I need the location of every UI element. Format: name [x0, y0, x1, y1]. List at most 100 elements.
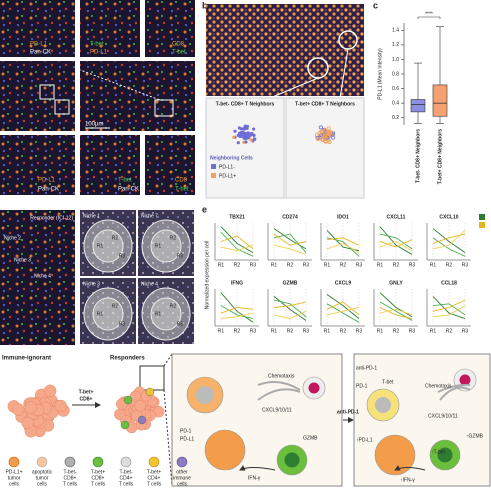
cell — [236, 141, 240, 145]
x-tick-label: R1 — [324, 328, 331, 334]
cell — [326, 126, 331, 131]
legend-label: PD-L1+ — [219, 173, 236, 179]
nucleus — [284, 452, 300, 468]
chemotaxis-arrow — [257, 388, 301, 401]
ring-label: R2 — [170, 235, 177, 241]
x-tick-label: R1 — [218, 262, 225, 268]
cell — [327, 139, 332, 144]
ring-label: R3 — [119, 253, 126, 259]
series-line — [220, 226, 254, 253]
cell — [249, 133, 253, 137]
y-axis-label: PD-L1 (Mean Intensity) — [377, 48, 383, 100]
tumor-cell — [21, 416, 34, 430]
image-tile — [206, 4, 364, 96]
legend-label: PD-L1- — [219, 164, 235, 170]
cell — [244, 140, 248, 144]
y-tick-label: 0.4 — [392, 100, 399, 106]
immune-cell — [137, 415, 147, 425]
immune-cell — [145, 387, 155, 397]
panel-letter: e — [202, 204, 207, 214]
legend-label: cells — [9, 481, 20, 487]
x-tick-label: R1 — [324, 262, 331, 268]
legend-swatch — [120, 456, 132, 468]
niche-ring — [92, 297, 124, 331]
series-line — [273, 301, 307, 308]
series-line — [220, 305, 254, 320]
x-tick-label: R2 — [234, 262, 241, 268]
cell — [328, 131, 333, 136]
axis — [426, 289, 471, 327]
axis — [320, 289, 365, 327]
panel-letter: c — [373, 0, 378, 10]
axis — [373, 289, 418, 327]
immune-cell — [120, 420, 130, 430]
process-label: Chemotaxis — [268, 373, 295, 379]
series-line — [379, 233, 413, 250]
niche-ring — [141, 287, 191, 341]
x-tick-label: R2 — [340, 262, 347, 268]
x-tick-label: R3 — [250, 328, 257, 334]
group-label: Immune-ignorant — [2, 356, 51, 362]
molecule-label: CXCL9/10/11 — [428, 413, 458, 419]
legend: PD-L1- PD-L1+ — [211, 164, 236, 179]
zoom-line — [163, 353, 173, 367]
y-tick-label: 0.2 — [392, 115, 399, 121]
panel-c: c PD-L1 (Mean Intensity) **** 1.4 1.2 1.0 0… — [373, 0, 448, 184]
axis — [214, 289, 259, 327]
mechanism-box — [171, 353, 343, 487]
axis — [267, 289, 312, 327]
image-tile — [0, 0, 75, 57]
series-line — [273, 233, 307, 246]
image-tile — [80, 135, 140, 195]
series-line — [326, 307, 360, 316]
series-line — [326, 237, 360, 246]
legend-label: T cells — [63, 481, 78, 487]
molecule-label: CXCL9/10/11 — [262, 407, 292, 413]
legend-label: T-bet- — [119, 469, 132, 475]
nucleus — [375, 397, 391, 413]
gene-label: TBX21 — [229, 214, 245, 220]
stain-label: CD8 — [172, 42, 185, 48]
stain-label: Pan-CK — [118, 187, 139, 193]
image-tile — [138, 278, 194, 344]
legend-swatch — [479, 222, 485, 228]
x-tick-label: R3 — [303, 328, 310, 334]
box — [432, 84, 448, 117]
legend-label: other — [176, 469, 188, 475]
cell — [204, 429, 246, 471]
y-tick-label: 0.8 — [392, 71, 399, 77]
immune-cell — [123, 395, 133, 405]
niche-label: Niche 7 — [141, 213, 158, 219]
image-tile — [80, 0, 140, 57]
niche-tiles: Niche 1 R1 R2 R3 Niche 7 R1 R2 R3 Niche 3 R1 R2 R3 N… — [80, 210, 194, 344]
cell — [251, 127, 256, 131]
legend-label: immune — [173, 475, 191, 481]
image-tile — [80, 210, 136, 276]
sample-label: Responder (ICI-12) — [30, 215, 73, 221]
molecule-label: PD-1 — [180, 428, 192, 434]
image-tile — [138, 210, 194, 276]
molecule-label: IFN-γ — [248, 475, 261, 481]
legend-label: apoptotic — [32, 469, 53, 475]
chemotaxis-arrow — [257, 380, 301, 391]
ring-label: R3 — [119, 321, 126, 327]
series-line — [379, 292, 413, 318]
tumor-cell — [54, 399, 68, 413]
niche-ring — [150, 297, 182, 331]
image-tile — [0, 210, 75, 345]
image-tile — [80, 61, 195, 131]
series-line — [220, 231, 254, 257]
significance-bracket — [417, 16, 441, 19]
cell — [245, 126, 249, 131]
niche-ring — [141, 219, 191, 273]
niche-ring — [150, 229, 182, 263]
series-line — [220, 244, 254, 252]
ring-label: R1 — [155, 243, 162, 249]
series-line — [326, 301, 360, 316]
niche-label: Niche 4 — [34, 273, 51, 279]
molecule-label: PD-L1 — [180, 436, 194, 442]
legend-swatch — [36, 456, 48, 468]
gene-label: IDO1 — [337, 214, 349, 220]
cells — [7, 368, 477, 476]
niche-ring — [92, 229, 124, 263]
